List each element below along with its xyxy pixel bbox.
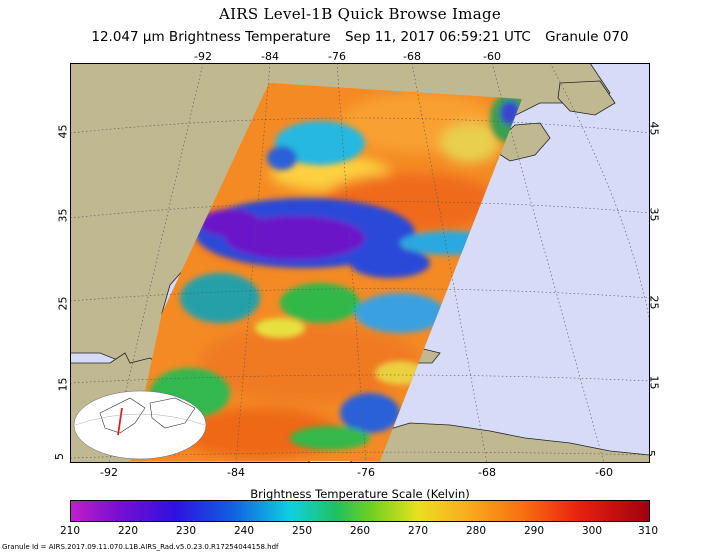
- colorbar-tick-label: 210: [59, 525, 81, 537]
- lat-tick-left: 5: [53, 453, 66, 460]
- colorbar-tick-label: 310: [637, 525, 659, 537]
- colorbar: [70, 500, 650, 522]
- colorbar-tick-label: 250: [291, 525, 313, 537]
- colorbar-tick-label: 300: [581, 525, 603, 537]
- nova-scotia-land: [489, 122, 551, 162]
- colorbar-tick-label: 270: [407, 525, 429, 537]
- datetime-label: Sep 11, 2017 06:59:21 UTC: [344, 29, 531, 45]
- colorbar-tick-label: 260: [349, 525, 371, 537]
- south-america-land: [349, 422, 650, 463]
- colorbar-tick-label: 220: [117, 525, 139, 537]
- colorbar-title: Brightness Temperature Scale (Kelvin): [250, 487, 470, 501]
- lon-tick-top: -68: [403, 50, 421, 63]
- lat-tick-left: 15: [56, 377, 70, 392]
- image-subtitle: 12.047 µm Brightness Temperature Sep 11,…: [0, 29, 720, 45]
- lon-tick-top: -76: [328, 50, 346, 63]
- lon-tick-bottom: -76: [357, 466, 375, 479]
- lon-tick-bottom: -60: [595, 466, 613, 479]
- lon-tick-top: -92: [194, 50, 212, 63]
- granule-label: Granule 070: [545, 29, 629, 45]
- colorbar-tick-label: 290: [523, 525, 545, 537]
- granule-id-footer: Granule Id = AIRS.2017.09.11.070.L1B.AIR…: [2, 543, 279, 551]
- product-label: 12.047 µm Brightness Temperature: [91, 29, 331, 45]
- lat-tick-left: 25: [56, 296, 70, 311]
- lon-tick-bottom: -92: [100, 466, 118, 479]
- lat-tick-left: 35: [56, 208, 70, 223]
- colorbar-tick-label: 230: [175, 525, 197, 537]
- lon-tick-bottom: -84: [227, 466, 245, 479]
- lon-tick-bottom: -68: [478, 466, 496, 479]
- colorbar-tick-label: 280: [465, 525, 487, 537]
- lon-tick-top: -60: [483, 50, 501, 63]
- image-title: AIRS Level-1B Quick Browse Image: [218, 5, 502, 23]
- inset-globe: [73, 390, 207, 460]
- map-panel: [70, 63, 650, 463]
- colorbar-tick-label: 240: [233, 525, 255, 537]
- lon-tick-top: -84: [261, 50, 279, 63]
- lat-tick-left: 45: [56, 124, 70, 139]
